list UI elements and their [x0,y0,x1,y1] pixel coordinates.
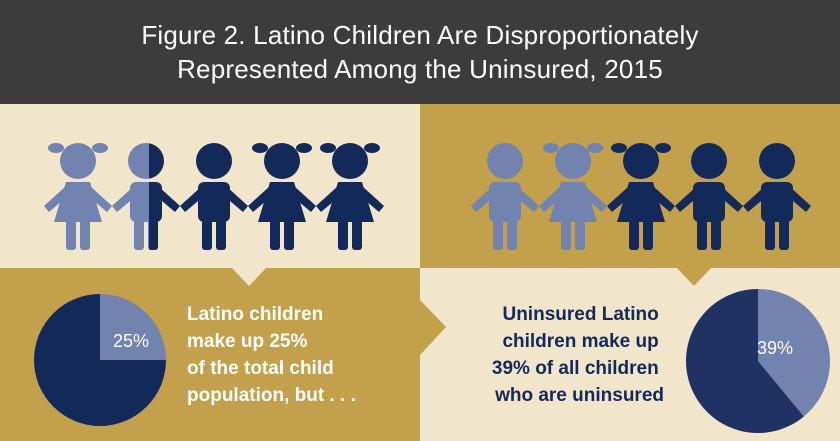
right-caption-line-3: 39% of all children [492,358,659,379]
boy-half-icon [112,143,180,250]
right-caption: Uninsured Latino children make up 39% of… [492,304,664,406]
boy-icon [743,143,811,250]
pie-label-right: 39% [757,338,793,358]
right-caption-line-4: who are uninsured [494,385,664,406]
boy-icon [471,143,539,250]
girl-icon [316,143,384,250]
pie-chart-left [34,294,166,426]
girl-icon [248,143,316,250]
girl-icon [607,143,675,250]
pointer-notch-left [232,268,266,286]
children-icon-row-right [471,143,811,250]
pointer-arrow-middle [420,300,446,355]
left-caption-line-3: of the total child [187,358,334,379]
figure-header: Figure 2. Latino Children Are Disproport… [0,0,840,104]
figure-title-line-2: Represented Among the Uninsured, 2015 [177,54,663,84]
pie-slice-latino [100,294,166,360]
left-caption: Latino children make up 25% of the total… [187,304,356,406]
girl-icon [539,143,607,250]
pointer-notch-right [677,268,711,286]
boy-icon [112,143,149,250]
right-caption-line-2: children make up [502,331,658,352]
right-caption-line-1: Uninsured Latino [502,304,658,325]
figure-title-line-1: Figure 2. Latino Children Are Disproport… [141,20,699,50]
girl-icon [44,143,112,250]
children-icon-row-left [44,143,384,250]
left-caption-line-1: Latino children [187,304,323,325]
pie-chart-right [685,289,830,433]
pie-slice-latino [758,289,830,417]
left-caption-line-4: population, but . . . [187,385,356,406]
boy-icon [180,143,248,250]
pie-slice-other [34,294,166,426]
left-caption-line-2: make up 25% [187,331,307,352]
boy-icon [149,143,180,250]
pie-label-left: 25% [113,331,149,351]
pie-slice-other [685,289,804,433]
boy-icon [675,143,743,250]
